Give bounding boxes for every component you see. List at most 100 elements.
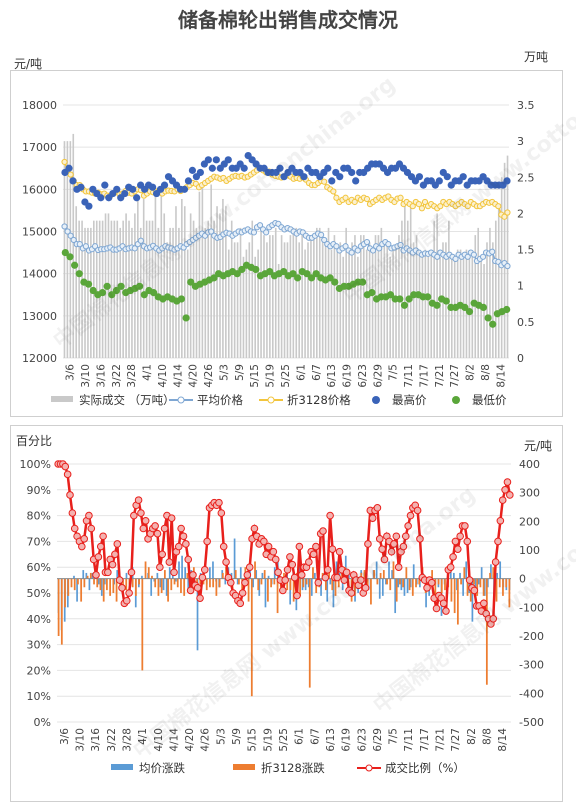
bar-mark <box>375 561 378 579</box>
bar-mark <box>264 578 267 608</box>
line-point <box>217 509 226 517</box>
line-point <box>96 542 105 551</box>
line-point <box>342 568 351 577</box>
y-tick-label: 30% <box>27 639 51 652</box>
x-tick-label: 5/3 <box>215 728 227 745</box>
y2-tick-label: 2.5 <box>517 171 535 184</box>
bar-mark <box>225 567 227 579</box>
bar-mark <box>357 256 359 358</box>
x-tick-label: 6/29 <box>372 728 384 752</box>
x-tick-label: 6/1 <box>294 728 306 745</box>
scatter-point <box>459 173 467 181</box>
scatter-point <box>336 173 344 181</box>
line-point <box>397 241 404 249</box>
bar-mark <box>125 572 128 579</box>
line-point <box>295 542 304 551</box>
line-point <box>427 578 436 587</box>
line-point <box>279 586 287 595</box>
line-point <box>480 599 488 608</box>
line-point <box>63 470 72 479</box>
bar-mark <box>77 578 79 585</box>
bar-mark <box>391 570 393 579</box>
bar-mark <box>72 133 75 358</box>
y-tick-label: 0% <box>34 716 51 729</box>
scatter-point <box>69 177 77 185</box>
scatter-point <box>465 308 474 316</box>
x-tick-label: 8/14 <box>495 364 507 388</box>
bar-mark <box>257 578 260 591</box>
bar-mark <box>75 206 78 358</box>
bar-mark <box>57 578 60 636</box>
y-tick-label: 20% <box>27 664 51 677</box>
bar-mark <box>286 578 289 591</box>
bar-mark <box>304 249 306 358</box>
scatter-point <box>75 270 83 278</box>
x-tick-label: 7/11 <box>403 728 415 752</box>
x-tick-label: 3/22 <box>111 364 123 388</box>
bar-mark <box>180 578 182 593</box>
line-point <box>108 560 117 569</box>
bar-mark <box>141 575 143 579</box>
scatter-point <box>133 194 141 202</box>
bar-mark <box>418 249 421 358</box>
bar-mark <box>380 227 383 358</box>
line-point <box>328 545 337 553</box>
legend-label: 最高价 <box>392 393 427 407</box>
line-point <box>200 565 209 574</box>
y-tick-label: 18000 <box>22 99 57 112</box>
scatter-point <box>240 164 248 172</box>
bar-mark <box>418 578 421 585</box>
y2-tick-label: -200 <box>519 630 544 643</box>
bar-mark <box>474 235 477 358</box>
x-tick-label: 6/29 <box>372 364 384 388</box>
line-point <box>342 243 349 250</box>
bar-mark <box>154 578 157 588</box>
bar-mark <box>499 561 502 579</box>
line-point <box>174 542 183 551</box>
scatter-point <box>348 168 356 177</box>
y2-tick-label: 2 <box>517 207 524 220</box>
bar-mark <box>463 567 466 579</box>
y2-tick-label: 300 <box>519 487 540 500</box>
bar-mark <box>131 578 134 588</box>
scatter-point <box>233 270 241 278</box>
scatter-point <box>238 265 246 274</box>
bar-mark <box>479 578 482 588</box>
x-tick-label: 7/11 <box>403 364 415 388</box>
x-tick-label: 7/27 <box>449 364 461 388</box>
bar-mark <box>205 578 208 591</box>
line-point <box>283 565 292 574</box>
y2-tick-label: 0 <box>519 573 526 586</box>
x-tick-label: 8/14 <box>497 728 509 752</box>
y2-tick-label: 0 <box>517 352 524 365</box>
y2-tick-label: 200 <box>519 515 540 528</box>
line-point <box>489 248 496 255</box>
bar-mark <box>389 256 391 358</box>
line-point <box>130 511 138 520</box>
scatter-point <box>117 282 125 290</box>
bar-mark <box>456 578 459 625</box>
x-tick-label: 7/5 <box>388 728 400 745</box>
bar-mark <box>397 578 400 588</box>
bar-mark <box>176 578 179 588</box>
bar-mark <box>425 578 427 608</box>
bar-mark <box>450 578 453 602</box>
x-tick-label: 4/14 <box>168 728 180 752</box>
bar-mark <box>483 578 486 596</box>
scatter-point <box>61 248 69 257</box>
line-point <box>125 589 133 597</box>
bar-mark <box>492 567 495 579</box>
bar-mark <box>183 206 186 358</box>
line-point <box>326 511 334 520</box>
line-point <box>70 524 79 533</box>
y2-tick-label: -500 <box>519 716 544 729</box>
bar-mark <box>436 213 438 358</box>
line-point <box>61 158 68 166</box>
line-point <box>363 195 371 203</box>
bar-mark <box>351 242 353 358</box>
bar-mark <box>292 227 295 358</box>
scatter-point <box>352 177 360 185</box>
scatter-point <box>442 297 450 305</box>
scatter-point <box>461 303 469 311</box>
bar-mark <box>401 220 403 358</box>
